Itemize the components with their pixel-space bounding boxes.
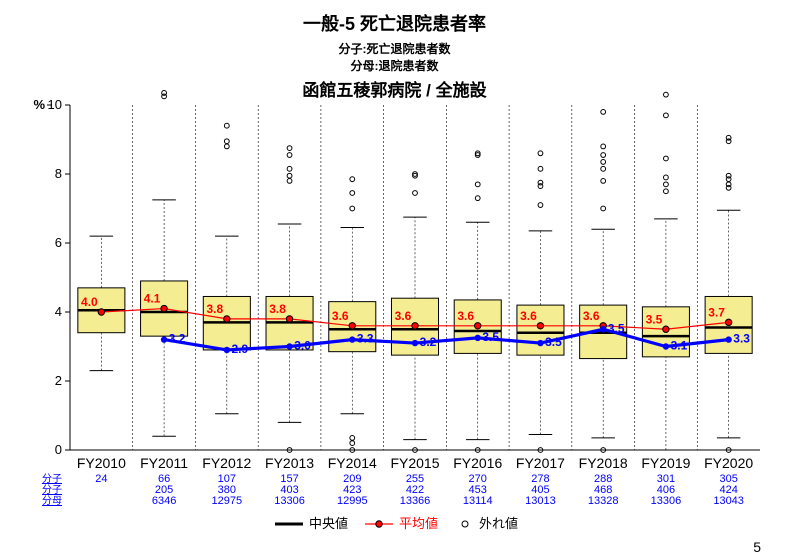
svg-text:FY2014: FY2014 <box>328 455 377 471</box>
svg-text:FY2017: FY2017 <box>516 455 565 471</box>
svg-text:3.6: 3.6 <box>457 309 474 323</box>
svg-text:FY2016: FY2016 <box>453 455 502 471</box>
svg-text:13328: 13328 <box>588 495 619 507</box>
svg-text:FY2020: FY2020 <box>704 455 753 471</box>
svg-text:3.6: 3.6 <box>332 309 349 323</box>
svg-text:3.5: 3.5 <box>482 330 499 344</box>
svg-text:4.0: 4.0 <box>81 295 98 309</box>
svg-text:0: 0 <box>55 442 62 457</box>
svg-text:13114: 13114 <box>463 495 493 507</box>
svg-text:FY2015: FY2015 <box>390 455 439 471</box>
svg-text:平均値: 平均値 <box>399 516 438 531</box>
svg-text:分子: 分子 <box>42 484 62 496</box>
svg-text:24: 24 <box>95 473 107 485</box>
svg-text:3.2: 3.2 <box>169 332 186 346</box>
svg-text:分子: 分子 <box>42 473 62 485</box>
svg-text:3.6: 3.6 <box>520 309 537 323</box>
svg-text:FY2012: FY2012 <box>202 455 251 471</box>
svg-text:FY2018: FY2018 <box>579 455 628 471</box>
boxplot-chart: 0246810%4.04.13.83.83.63.63.63.63.63.53.… <box>0 0 789 557</box>
svg-text:3.5: 3.5 <box>545 335 562 349</box>
svg-text:3.3: 3.3 <box>357 332 374 346</box>
svg-text:3.1: 3.1 <box>671 339 688 353</box>
svg-text:FY2010: FY2010 <box>77 455 126 471</box>
svg-text:13366: 13366 <box>400 495 431 507</box>
svg-text:6: 6 <box>55 235 62 250</box>
svg-text:中央値: 中央値 <box>309 516 348 531</box>
svg-text:3.8: 3.8 <box>206 302 223 316</box>
svg-text:4.1: 4.1 <box>144 292 161 306</box>
svg-text:13043: 13043 <box>713 495 744 507</box>
svg-text:3.6: 3.6 <box>395 309 412 323</box>
svg-text:13306: 13306 <box>651 495 682 507</box>
svg-text:3.5: 3.5 <box>646 312 663 326</box>
svg-text:8: 8 <box>55 166 62 181</box>
svg-text:3.0: 3.0 <box>294 339 311 353</box>
svg-text:12975: 12975 <box>212 495 243 507</box>
svg-text:%: % <box>33 97 45 112</box>
svg-text:3.5: 3.5 <box>608 321 625 335</box>
svg-text:分母: 分母 <box>42 495 62 507</box>
svg-text:3.6: 3.6 <box>583 309 600 323</box>
svg-text:3.2: 3.2 <box>420 335 437 349</box>
page-number: 5 <box>753 539 761 555</box>
svg-text:13013: 13013 <box>525 495 556 507</box>
svg-text:6346: 6346 <box>152 495 176 507</box>
svg-text:12995: 12995 <box>337 495 368 507</box>
svg-text:3.8: 3.8 <box>269 302 286 316</box>
svg-text:FY2011: FY2011 <box>140 455 188 471</box>
svg-text:2.9: 2.9 <box>231 342 248 356</box>
svg-text:13306: 13306 <box>274 495 305 507</box>
svg-text:3.3: 3.3 <box>733 332 750 346</box>
svg-text:FY2019: FY2019 <box>641 455 690 471</box>
svg-text:外れ値: 外れ値 <box>479 516 518 531</box>
svg-text:2: 2 <box>55 373 62 388</box>
svg-text:4: 4 <box>55 304 62 319</box>
svg-text:FY2013: FY2013 <box>265 455 314 471</box>
svg-text:3.7: 3.7 <box>708 305 725 319</box>
